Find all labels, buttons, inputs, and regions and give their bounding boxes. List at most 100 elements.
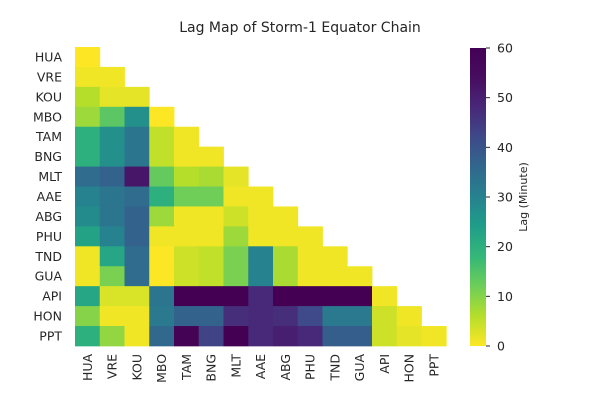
colorbar-tick-label: 10 [497, 289, 513, 304]
column-label: AAE [253, 354, 268, 379]
heatmap-cell [124, 286, 150, 307]
row-label: HUA [35, 49, 63, 64]
heatmap-cell [75, 86, 101, 108]
heatmap-cell [149, 126, 175, 148]
heatmap-cell [248, 226, 274, 247]
heatmap-cell [322, 266, 348, 287]
row-label: PPT [39, 328, 62, 343]
heatmap-cell [124, 326, 150, 347]
heatmap-cell [75, 206, 101, 227]
chart-title: Lag Map of Storm-1 Equator Chain [179, 20, 421, 36]
heatmap-cell [273, 226, 299, 247]
heatmap-cell [149, 186, 175, 207]
heatmap-cell [248, 306, 274, 327]
heatmap-cell [75, 186, 101, 207]
heatmap-cell [198, 326, 224, 347]
heatmap-cell [99, 126, 125, 148]
heatmap-cell [322, 306, 348, 327]
heatmap-cell [223, 186, 249, 207]
heatmap-cell [347, 286, 373, 307]
heatmap-cell [347, 266, 373, 287]
heatmap-cell [198, 206, 224, 227]
heatmap-cell [223, 206, 249, 227]
column-label: TND [327, 354, 342, 382]
heatmap-cell [198, 286, 224, 307]
colorbar-tick-label: 50 [497, 90, 513, 105]
heatmap-cell [149, 326, 175, 347]
heatmap-cell [396, 306, 422, 327]
row-label: TND [34, 249, 62, 264]
heatmap-cell [198, 166, 224, 187]
heatmap-cell [174, 306, 200, 327]
heatmap-cell [248, 286, 274, 307]
heatmap-cell [75, 286, 101, 307]
heatmap-cell [273, 246, 299, 267]
heatmap-cell [322, 286, 348, 307]
heatmap-cell [174, 286, 200, 307]
heatmap-cell [149, 226, 175, 247]
heatmap-cell [297, 286, 323, 307]
heatmap-cell [174, 226, 200, 247]
heatmap-cell [421, 326, 447, 347]
heatmap-cell [347, 326, 373, 347]
heatmap-cell [174, 246, 200, 267]
heatmap-cell [99, 206, 125, 227]
heatmap-cell [149, 286, 175, 307]
colorbar-tick-label: 0 [497, 339, 505, 354]
heatmap-cell [198, 306, 224, 327]
row-label: VRE [37, 69, 62, 84]
row-label: API [42, 289, 62, 304]
heatmap-cell [347, 306, 373, 327]
column-label: PHU [303, 354, 318, 380]
heatmap-cell [297, 266, 323, 287]
column-label: PPT [426, 354, 441, 377]
heatmap-cell [124, 86, 150, 108]
heatmap-cell [99, 86, 125, 108]
heatmap-cell [297, 326, 323, 347]
heatmap-cell [99, 66, 125, 88]
heatmap-cell [223, 326, 249, 347]
heatmap-cell [124, 166, 150, 187]
row-label: TAM [35, 129, 62, 144]
heatmap-cell [273, 266, 299, 287]
heatmap-cell [124, 106, 150, 128]
heatmap-cell [149, 106, 175, 128]
column-label: HON [402, 354, 417, 383]
heatmap-cell [99, 326, 125, 347]
heatmap-cell [75, 166, 101, 187]
heatmap-cell [149, 266, 175, 287]
heatmap-cell [174, 326, 200, 347]
heatmap-cell [198, 266, 224, 287]
heatmap-cell [273, 306, 299, 327]
heatmap-cell [124, 186, 150, 207]
heatmap-cell [372, 326, 398, 347]
column-label: BNG [204, 354, 219, 382]
heatmap-cell [297, 306, 323, 327]
heatmap-cells [75, 47, 447, 347]
row-label: GUA [35, 269, 63, 284]
heatmap-cell [75, 266, 101, 287]
heatmap-cell [372, 286, 398, 307]
heatmap-cell [198, 146, 224, 167]
heatmap-cell [99, 186, 125, 207]
heatmap-cell [75, 126, 101, 148]
colorbar-tick-label: 60 [497, 41, 513, 56]
column-label: MBO [154, 354, 169, 383]
column-label: ABG [278, 354, 293, 381]
heatmap-cell [248, 246, 274, 267]
heatmap-cell [124, 266, 150, 287]
heatmap-cell [174, 126, 200, 148]
heatmap-cell [248, 186, 274, 207]
heatmap-cell [149, 306, 175, 327]
heatmap-cell [174, 166, 200, 187]
heatmap-cell [149, 146, 175, 167]
heatmap-cell [99, 246, 125, 267]
heatmap-cell [149, 166, 175, 187]
heatmap-cell [273, 286, 299, 307]
heatmap-cell [75, 226, 101, 247]
heatmap-cell [124, 226, 150, 247]
heatmap-cell [75, 326, 101, 347]
heatmap-cell [75, 246, 101, 267]
heatmap-cell [75, 66, 101, 88]
